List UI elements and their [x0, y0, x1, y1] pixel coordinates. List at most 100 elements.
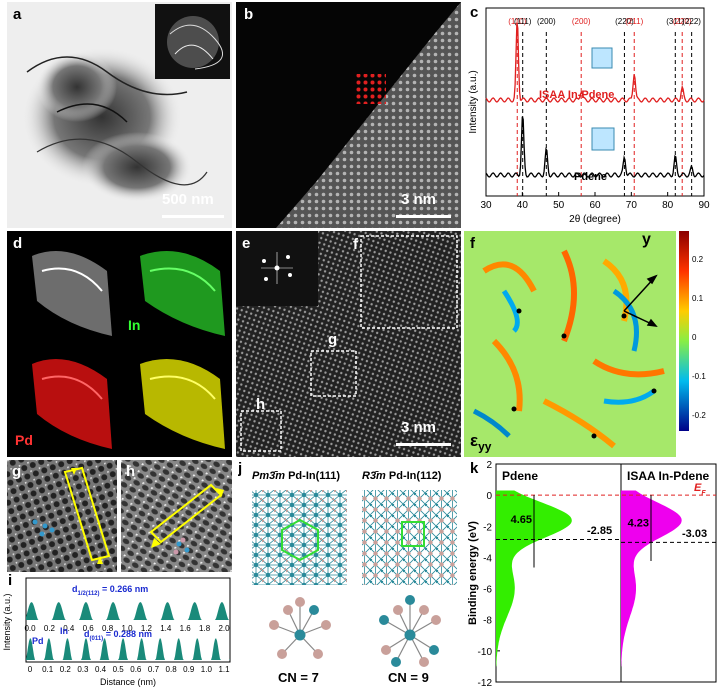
xrd-chart: 30 40 50 60 70 80 90 2θ (degree) Intensity (a.u.… — [468, 7, 710, 225]
inset-image — [155, 4, 230, 79]
x-tick-label: 70 — [626, 200, 638, 211]
map-pd: Pd — [7, 344, 119, 457]
d-band-center-label: -3.03 — [682, 528, 707, 540]
map-overlay — [120, 344, 232, 457]
x-tick-label: 0.8 — [166, 665, 178, 674]
right-plane: Pd-In(112) — [388, 470, 442, 482]
scale-bar — [162, 215, 224, 218]
x-tick-label: 1.0 — [201, 665, 213, 674]
reference-label: (211) — [625, 17, 643, 26]
x-tick-label: 50 — [553, 200, 565, 211]
y-tick-label: 0 — [486, 491, 492, 502]
reference-label: (220) — [673, 17, 692, 26]
y-axis-label: Intensity (a.u.) — [2, 593, 12, 650]
region-label-h: h — [256, 396, 266, 413]
panel-label-f: f — [470, 235, 475, 252]
x-tick-label: 0.2 — [60, 665, 72, 674]
dos-area-isaa — [621, 490, 682, 667]
dos-chart: 2 0 -2 -4 -6 -8 -10 -12 Binding energy (eV) EF 4.6… — [467, 460, 717, 689]
x-tick-label: 1.8 — [199, 624, 211, 633]
colorbar-tick-label: 0 — [692, 333, 697, 342]
series-line — [485, 116, 705, 178]
x-tick-label: 0.8 — [102, 624, 114, 633]
x-tick-label: 0.1 — [42, 665, 54, 674]
y-axis-label: Intensity (a.u.) — [468, 70, 479, 133]
element-label-in: In — [128, 317, 141, 333]
unit-cell-icon-fcc — [591, 127, 615, 151]
right-phase: R3̄m — [362, 470, 386, 482]
x-axis-label: Distance (nm) — [100, 677, 156, 687]
reference-label: (311) — [666, 17, 684, 26]
panel-label-i: i — [8, 572, 13, 589]
right-cn-label: CN = 9 — [388, 670, 429, 685]
panel-label-e: e — [242, 235, 251, 252]
panel-j: j Pm3̄m Pd-In(111) R3̄m Pd-In(112) — [238, 460, 462, 691]
panel-c: 30 40 50 60 70 80 90 2θ (degree) Intensity (a.u.… — [464, 0, 718, 228]
x-tick-label: 2.0 — [218, 624, 230, 633]
x-tick-label: 0.9 — [183, 665, 195, 674]
x-tick-label: 0.0 — [24, 624, 36, 633]
y-tick-label: -8 — [483, 616, 492, 627]
colorbar-tick-label: 0.1 — [692, 294, 704, 303]
unit-cell-icon-b2 — [591, 47, 613, 69]
band-width-label: 4.23 — [628, 517, 649, 529]
y-axis-label: Binding energy (eV) — [467, 521, 479, 625]
d-spacing-top: d1/2(112) = 0.266 nm — [72, 584, 148, 597]
panel-label-b: b — [244, 6, 254, 23]
panel-a: a 500 nm — [7, 2, 232, 228]
x-tick-label: 0.4 — [95, 665, 107, 674]
x-tick-label: 1.6 — [180, 624, 192, 633]
map-in: In — [120, 231, 232, 343]
series-title-pdene: Pdene — [502, 469, 538, 483]
x-tick-label: 40 — [517, 200, 529, 211]
scale-bar — [396, 443, 451, 446]
plot-frame — [495, 463, 717, 683]
colorbar-tick-label: -0.1 — [692, 372, 706, 381]
left-structure-title: Pm3̄m Pd-In(111) — [252, 470, 340, 482]
x-tick-label: 0.5 — [113, 665, 125, 674]
region-label-g: g — [328, 331, 338, 348]
scale-text: 3 nm — [401, 191, 437, 208]
x-tick-label: 1.2 — [141, 624, 153, 633]
y-tick-label: -12 — [478, 678, 493, 689]
strain-subscript: yy — [478, 439, 492, 454]
dos-area-pdene — [496, 490, 572, 667]
crystal-structure-models — [252, 490, 457, 667]
panel-label-c: c — [470, 4, 479, 21]
strain-map — [464, 231, 689, 457]
reference-label: (110) — [508, 17, 526, 26]
strain-symbol: ε — [470, 431, 479, 450]
y-tick-label: -10 — [478, 647, 493, 658]
panel-f: f y εyy 0.2 0.1 0 -0.1 -0.2 — [464, 231, 718, 457]
panel-g: g — [7, 460, 117, 572]
lattice-image-h — [121, 460, 232, 572]
panel-k: 2 0 -2 -4 -6 -8 -10 -12 Binding energy (eV) EF 4.6… — [464, 460, 718, 691]
colorbar-tick-label: -0.2 — [692, 411, 706, 420]
x-tick-label: 0.6 — [130, 665, 142, 674]
band-width-label: 4.65 — [511, 514, 532, 526]
haadf-stem-image — [276, 2, 461, 228]
scale-text: 3 nm — [401, 419, 437, 436]
series-label: ISAA In-Pdene — [539, 89, 614, 101]
hrtem-image — [236, 231, 461, 457]
x-tick-label: 0.3 — [77, 665, 89, 674]
reference-label: (111) — [514, 17, 532, 26]
y-tick-label: -4 — [483, 553, 492, 564]
series-label: Pdene — [574, 171, 607, 183]
x-tick-label: 1.1 — [218, 665, 230, 674]
element-label-pd: Pd — [15, 432, 33, 448]
y-tick-label: -6 — [483, 585, 492, 596]
x-tick-label: 0.6 — [83, 624, 95, 633]
reference-label: (222) — [682, 17, 701, 26]
x-tick-label: 30 — [480, 200, 492, 211]
panel-i: Intensity (a.u.) 0.0 0.2 0.4 0.6 0.8 1.0 1.2 1.4… — [0, 572, 236, 691]
profile-bottom — [26, 638, 230, 660]
reference-label: (220) — [615, 17, 634, 26]
panel-label-a: a — [13, 6, 22, 23]
reference-label: (200) — [537, 17, 556, 26]
right-structure-title: R3̄m Pd-In(112) — [362, 470, 441, 482]
panel-label-h: h — [126, 463, 136, 480]
strain-variable: εyy — [470, 431, 491, 453]
series-line — [485, 22, 705, 103]
x-tick-label: 0.7 — [148, 665, 160, 674]
